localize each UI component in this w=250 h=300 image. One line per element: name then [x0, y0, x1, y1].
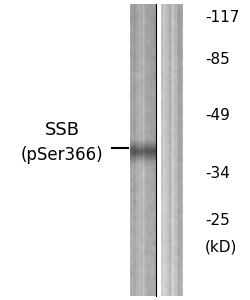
Text: -34: -34 [205, 166, 230, 181]
Text: SSB: SSB [44, 121, 80, 139]
Text: -49: -49 [205, 108, 230, 123]
Text: -85: -85 [205, 52, 230, 67]
Text: (kD): (kD) [205, 240, 238, 255]
Text: -117: -117 [205, 10, 240, 25]
Text: (pSer366): (pSer366) [21, 146, 103, 164]
Text: -25: -25 [205, 213, 230, 228]
